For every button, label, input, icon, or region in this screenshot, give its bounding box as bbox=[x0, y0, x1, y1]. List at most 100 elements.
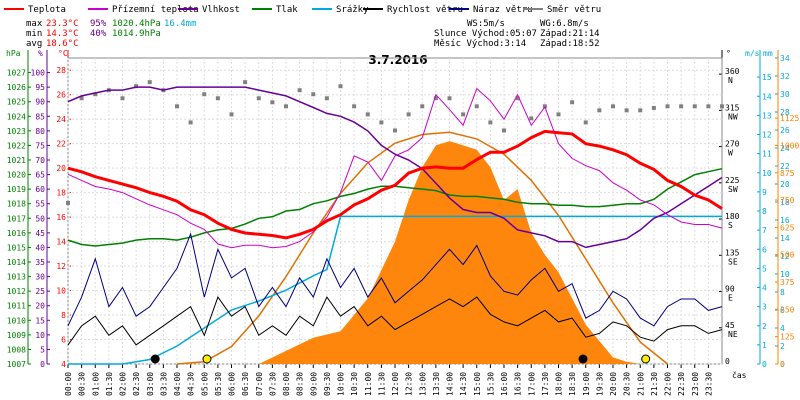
rain_mm-tick-label-0: 0 bbox=[780, 360, 785, 369]
solar_wm2-tick-label-0: 0 bbox=[780, 360, 785, 369]
legend-label-4: Srážky bbox=[336, 5, 369, 15]
sun-set-marker bbox=[641, 354, 651, 364]
wind_dir_deg-tick-dir-4: S bbox=[728, 221, 733, 230]
pressure_hpa-tick-label-8: 1015 bbox=[7, 243, 26, 252]
wind-dir-point-46 bbox=[692, 104, 697, 109]
wind-dir-point-10 bbox=[202, 92, 207, 97]
x-tick-label-10: 05:00 bbox=[200, 372, 209, 396]
wind_dir_deg-tick-dir-5: SW bbox=[728, 185, 738, 194]
winddir-unit-label: ° bbox=[726, 49, 731, 58]
x-tick-label-45: 22:30 bbox=[677, 372, 686, 396]
x-tick-label-19: 09:30 bbox=[323, 372, 332, 396]
rain_mm-tick-label-10: 20 bbox=[780, 180, 790, 189]
temperature_c-tick-label-5: 14 bbox=[56, 238, 66, 247]
wind-dir-point-33 bbox=[515, 96, 520, 101]
solar_wm2-tick-label-4: 500 bbox=[780, 251, 795, 260]
rain_mm-tick-label-12: 24 bbox=[780, 144, 790, 153]
wind-dir-point-2 bbox=[93, 92, 98, 97]
wind_ms-tick-label-7: 7 bbox=[762, 226, 767, 235]
pressure-unit-label: hPa bbox=[6, 49, 21, 58]
x-tick-label-23: 11:30 bbox=[377, 372, 386, 396]
x-tick-label-26: 13:00 bbox=[418, 372, 427, 396]
humidity_pct-tick-label-11: 55 bbox=[35, 200, 45, 209]
x-tick-label-12: 06:00 bbox=[228, 372, 237, 396]
stat-min-temp: 14.3°C bbox=[46, 29, 79, 39]
x-tick-label-9: 04:30 bbox=[187, 372, 196, 396]
wind_dir_deg-tick-dir-8: N bbox=[728, 76, 733, 85]
wind-dir-point-29 bbox=[461, 112, 466, 117]
x-tick-label-38: 19:00 bbox=[582, 372, 591, 396]
wind_dir_deg-tick-label-1: 45 bbox=[725, 321, 735, 330]
humidity_pct-tick-label-8: 40 bbox=[35, 243, 45, 252]
rain_mm-tick-label-16: 32 bbox=[780, 72, 790, 81]
wind-dir-point-20 bbox=[338, 84, 343, 89]
pressure_hpa-tick-label-19: 1026 bbox=[7, 83, 26, 92]
wind_dir_deg-tick-dir-3: SE bbox=[728, 257, 738, 266]
sun-text: Slunce Východ:05:07 bbox=[434, 29, 537, 39]
x-tick-label-33: 16:30 bbox=[514, 372, 523, 396]
x-tick-label-22: 11:00 bbox=[364, 372, 373, 396]
humidity_pct-tick-label-7: 35 bbox=[35, 258, 45, 267]
humidity-unit-label: % bbox=[38, 49, 43, 58]
wind-dir-point-48 bbox=[720, 104, 724, 109]
rain_mm-tick-label-11: 22 bbox=[780, 162, 790, 171]
pressure_hpa-tick-label-0: 1007 bbox=[7, 360, 26, 369]
legend-label-5: Rychlost větru bbox=[387, 5, 463, 15]
wind-dir-point-28 bbox=[447, 96, 452, 101]
moon-text: Měsíc Východ:3:14 bbox=[434, 39, 526, 49]
x-tick-label-16: 08:00 bbox=[282, 372, 291, 396]
humidity_pct-tick-label-14: 70 bbox=[35, 156, 45, 165]
wind-dir-point-1 bbox=[79, 96, 84, 101]
wind-dir-point-27 bbox=[433, 96, 438, 101]
x-tick-label-35: 17:30 bbox=[541, 372, 550, 396]
rain_mm-tick-label-8: 16 bbox=[780, 216, 790, 225]
wind_ms-tick-label-4: 4 bbox=[762, 284, 767, 293]
humidity_pct-tick-label-12: 60 bbox=[35, 185, 45, 194]
temperature_c-tick-label-10: 24 bbox=[56, 115, 66, 124]
temperature_c-tick-label-6: 16 bbox=[56, 213, 66, 222]
wind_dir_deg-tick-label-5: 225 bbox=[725, 176, 740, 185]
wind-dir-point-21 bbox=[352, 104, 357, 109]
humidity_pct-tick-label-3: 15 bbox=[35, 316, 45, 325]
wind-dir-point-26 bbox=[420, 104, 425, 109]
solar-area bbox=[68, 141, 722, 364]
wind-dir-point-17 bbox=[297, 88, 302, 93]
temperature_c-tick-label-1: 6 bbox=[61, 336, 66, 345]
wind-dir-point-31 bbox=[488, 120, 493, 125]
wg-text: WG:6.8m/s bbox=[540, 19, 589, 29]
ground-temp-line bbox=[67, 87, 723, 249]
x-tick-label-28: 14:00 bbox=[446, 372, 455, 396]
wind_ms-tick-label-6: 6 bbox=[762, 245, 767, 254]
rain_mm-tick-label-13: 26 bbox=[780, 126, 790, 135]
moon-rise-marker bbox=[150, 354, 160, 364]
legend-label-2: Vlhkost bbox=[202, 5, 240, 15]
rain_mm-tick-label-14: 28 bbox=[780, 108, 790, 117]
x-tick-label-27: 13:30 bbox=[432, 372, 441, 396]
humidity_pct-tick-label-16: 80 bbox=[35, 127, 45, 136]
humidity_pct-tick-label-15: 75 bbox=[35, 141, 45, 150]
pressure_hpa-tick-label-9: 1016 bbox=[7, 229, 26, 238]
rain-unit-label: mm bbox=[763, 49, 773, 58]
x-tick-label-29: 14:30 bbox=[459, 372, 468, 396]
stat-max-temp: 23.3°C bbox=[46, 19, 79, 29]
pressure_hpa-tick-label-12: 1019 bbox=[7, 185, 26, 194]
wind_dir_deg-tick-label-7: 315 bbox=[725, 103, 740, 112]
wind-dir-point-11 bbox=[215, 96, 220, 101]
pressure_hpa-tick-label-16: 1023 bbox=[7, 127, 26, 136]
pressure_hpa-tick-label-5: 1012 bbox=[7, 287, 26, 296]
humidity_pct-tick-label-6: 30 bbox=[35, 273, 45, 282]
chart-title: 3.7.2016 bbox=[368, 53, 427, 67]
wind_ms-tick-label-3: 3 bbox=[762, 303, 767, 312]
ws-text: WS:5m/s bbox=[467, 19, 505, 29]
rain_mm-tick-label-17: 34 bbox=[780, 54, 790, 63]
pressure_hpa-tick-label-4: 1011 bbox=[7, 302, 26, 311]
x-tick-label-2: 01:00 bbox=[91, 372, 100, 396]
solar_wm2-tick-label-3: 375 bbox=[780, 278, 795, 287]
solar_wm2-tick-label-9: 1125 bbox=[780, 114, 799, 123]
x-tick-label-0: 00:00 bbox=[64, 372, 73, 396]
legend: Teplota Přízemní teplota Vlhkost Tlak Srážky… bbox=[4, 5, 601, 15]
x-tick-label-25: 12:30 bbox=[405, 372, 414, 396]
stat-max-press: 1020.4hPa bbox=[112, 19, 161, 29]
rain_mm-tick-label-1: 2 bbox=[780, 342, 785, 351]
